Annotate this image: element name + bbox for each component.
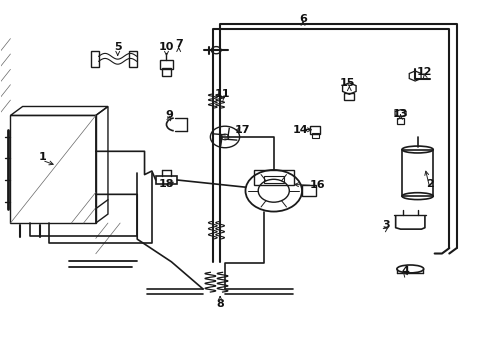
Text: 12: 12 (416, 67, 432, 77)
Bar (344, 93, 353, 100)
Text: 11: 11 (214, 89, 230, 99)
Text: 15: 15 (339, 78, 354, 88)
Text: 16: 16 (309, 180, 325, 190)
Bar (10, 116, 96, 223)
Text: 4: 4 (401, 266, 408, 276)
Text: 1: 1 (38, 152, 46, 162)
Text: 7: 7 (174, 40, 182, 49)
Bar (156, 176, 177, 184)
Text: 18: 18 (159, 179, 174, 189)
Bar (253, 170, 293, 185)
Text: 2: 2 (425, 179, 433, 189)
Bar (91, 51, 99, 67)
Bar (159, 60, 173, 69)
Text: 14: 14 (292, 125, 308, 135)
Text: 8: 8 (216, 299, 224, 309)
Bar (302, 185, 315, 196)
Bar (161, 68, 171, 76)
Text: 10: 10 (159, 42, 174, 52)
Text: 17: 17 (234, 125, 249, 135)
Bar (129, 51, 137, 67)
Bar (396, 118, 404, 124)
Text: 6: 6 (299, 14, 306, 24)
Bar (401, 149, 432, 196)
Bar (264, 176, 283, 183)
Text: 3: 3 (381, 220, 389, 230)
Text: 5: 5 (114, 42, 122, 52)
Text: 9: 9 (164, 111, 172, 121)
Bar (310, 126, 320, 134)
Text: 13: 13 (392, 109, 407, 119)
Bar (311, 134, 318, 138)
